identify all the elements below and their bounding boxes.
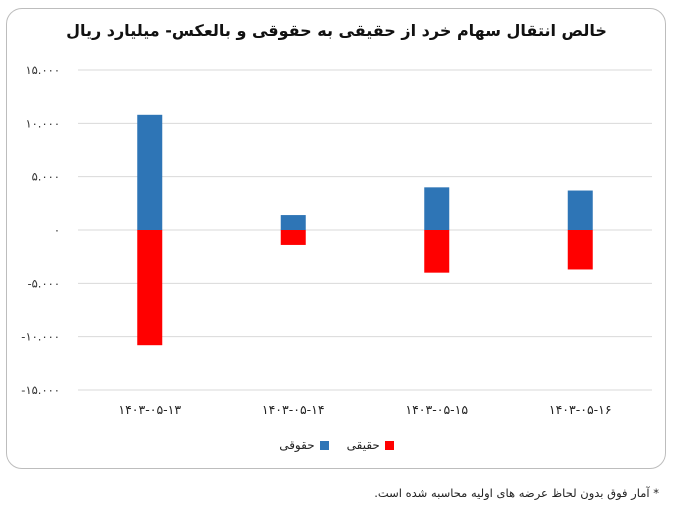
legend-label-legal: حقوقی [279, 438, 315, 452]
legend: حقوقی حقیقی [0, 438, 673, 452]
bar [137, 114, 163, 230]
legend-swatch-legal [319, 440, 329, 450]
bar [567, 230, 593, 270]
x-tick-label: ۱۴۰۳-۰۵-۱۵ [405, 402, 468, 417]
y-tick-label: -۵.۰۰۰ [27, 276, 60, 290]
x-tick-label: ۱۴۰۳-۰۵-۱۴ [262, 402, 325, 417]
x-tick-labels: ۱۴۰۳-۰۵-۱۳ ۱۴۰۳-۰۵-۱۴ ۱۴۰۳-۰۵-۱۵ ۱۴۰۳-۰۵-۱۶ [118, 402, 611, 417]
legend-label-real: حقیقی [346, 438, 380, 452]
y-tick-label: ۵.۰۰۰ [32, 170, 60, 184]
grid [78, 69, 652, 391]
footnote: * آمار فوق بدون لحاظ عرضه های اولیه محاس… [374, 486, 659, 500]
bar [137, 230, 163, 346]
y-tick-label: -۱۵.۰۰۰ [21, 383, 60, 397]
x-tick-label: ۱۴۰۳-۰۵-۱۳ [118, 402, 181, 417]
chart-title: خالص انتقال سهام خرد از حقیقی به حقوقی و… [66, 21, 607, 40]
y-tick-label: ۱۵.۰۰۰ [25, 63, 60, 77]
legend-item-legal: حقوقی [279, 438, 329, 452]
bars [137, 114, 593, 346]
bar [424, 230, 450, 273]
y-tick-label: -۱۰.۰۰۰ [21, 330, 60, 344]
legend-swatch-real [384, 440, 394, 450]
bar [280, 215, 306, 230]
x-tick-label: ۱۴۰۳-۰۵-۱۶ [549, 402, 612, 417]
bar [280, 230, 306, 245]
y-tick-label: ۱۰.۰۰۰ [25, 116, 60, 130]
bar [424, 187, 450, 230]
legend-item-real: حقیقی [347, 438, 394, 452]
y-tick-labels: ۱۵.۰۰۰ ۱۰.۰۰۰ ۵.۰۰۰ ۰ -۵.۰۰۰ -۱۰.۰۰۰ -۱۵.۰۰۰ [21, 63, 60, 397]
chart-card [6, 8, 666, 469]
bar [567, 190, 593, 230]
y-tick-label: ۰ [54, 223, 60, 237]
